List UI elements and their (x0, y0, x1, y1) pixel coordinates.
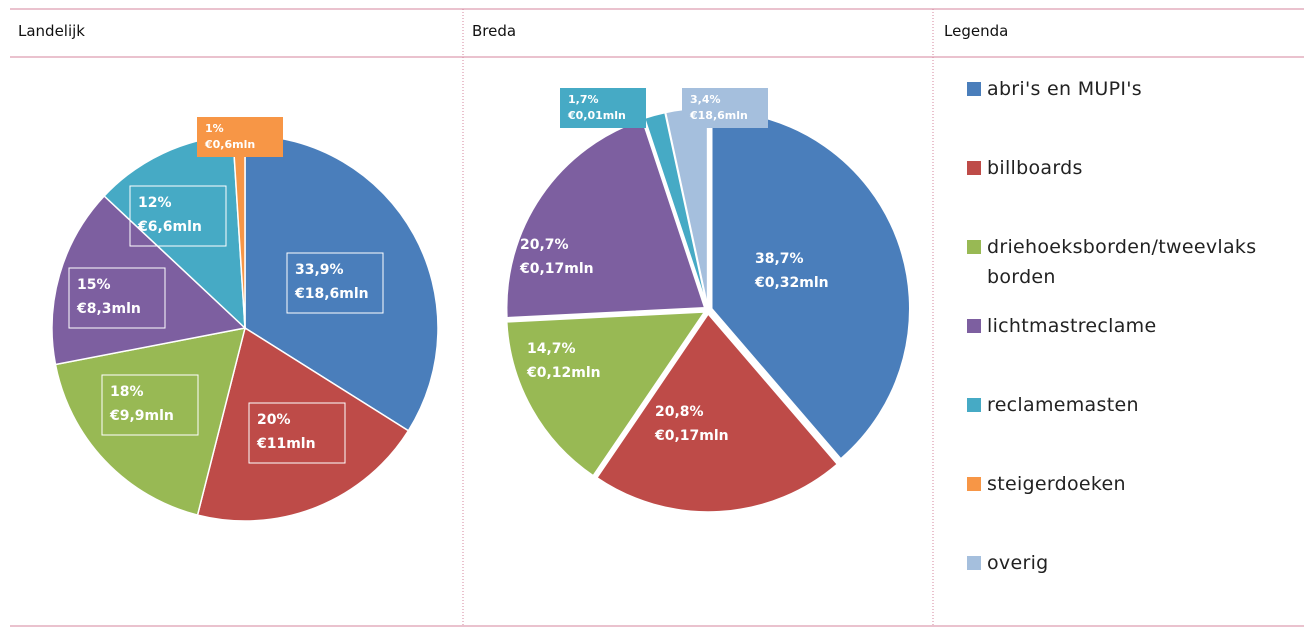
amount-label: €0,17mln (519, 261, 594, 277)
amount-label: €0,17mln (654, 428, 729, 444)
legend-swatch (967, 161, 981, 175)
label-box (248, 402, 346, 464)
amount-label: €8,3mln (76, 301, 141, 317)
data-label: 20,8% (655, 404, 704, 420)
amount-label: €6,6mln (137, 219, 202, 235)
legend-item: steigerdoeken (967, 469, 1302, 548)
data-label: 20% (257, 412, 291, 428)
legend-label: driehoeksborden/tweevlaks borden (987, 236, 1257, 288)
amount-label: €9,9mln (109, 408, 174, 424)
data-label: 20,7% (520, 237, 569, 253)
pie-slice (595, 312, 839, 513)
amount-label: €18,6mln (294, 286, 369, 302)
legend-swatch (967, 398, 981, 412)
label-box (68, 267, 166, 329)
data-label: 12% (138, 195, 172, 211)
label-box (682, 88, 768, 128)
legend-label: steigerdoeken (987, 473, 1126, 495)
amount-label: €0,12mln (526, 365, 601, 381)
legend-item: abri's en MUPI's (967, 74, 1302, 153)
data-label: 1,7% (568, 93, 599, 106)
data-label: 18% (110, 384, 144, 400)
label-box (101, 374, 199, 436)
amount-label: €0,6mln (204, 138, 255, 151)
legend: abri's en MUPI's billboards driehoeksborde… (967, 74, 1302, 627)
legend-item: lichtmastreclame (967, 311, 1302, 390)
data-label: 38,7% (755, 251, 804, 267)
pie-slice (505, 118, 706, 319)
label-box (286, 252, 384, 314)
data-label: 1% (205, 122, 224, 135)
label-box (197, 117, 283, 157)
legend-item: driehoeksborden/tweevlaks borden (967, 232, 1302, 311)
amount-label: €11mln (256, 436, 316, 452)
column-header: Breda (472, 22, 517, 40)
legend-swatch (967, 556, 981, 570)
pie-slice (51, 194, 247, 366)
table-lines (10, 8, 1304, 627)
legend-label: abri's en MUPI's (987, 78, 1143, 100)
column-header: Legenda (944, 22, 1009, 40)
legend-label: lichtmastreclame (987, 315, 1157, 337)
column-header: Landelijk (18, 22, 85, 40)
legend-swatch (967, 319, 981, 333)
legend-label: overig (987, 552, 1049, 574)
legend-swatch (967, 477, 981, 491)
legend-item: billboards (967, 153, 1302, 232)
legend-item: reclamemasten (967, 390, 1302, 469)
amount-label: €0,01mln (567, 109, 626, 122)
label-box (129, 185, 227, 247)
legend-swatch (967, 82, 981, 96)
data-label: 3,4% (690, 93, 721, 106)
amount-label: €18,6mln (689, 109, 748, 122)
label-box (560, 88, 646, 128)
data-label: 15% (77, 277, 111, 293)
pie-slice (505, 311, 706, 477)
pie-slice (244, 134, 439, 432)
pie-slice (196, 326, 410, 522)
data-label: 33,9% (295, 262, 344, 278)
amount-label: €0,32mln (754, 275, 829, 291)
legend-label: billboards (987, 157, 1083, 179)
legend-item: overig (967, 548, 1302, 627)
pie-slice (711, 109, 911, 460)
data-label: 14,7% (527, 341, 576, 357)
legend-label: reclamemasten (987, 394, 1139, 416)
legend-swatch (967, 240, 981, 254)
